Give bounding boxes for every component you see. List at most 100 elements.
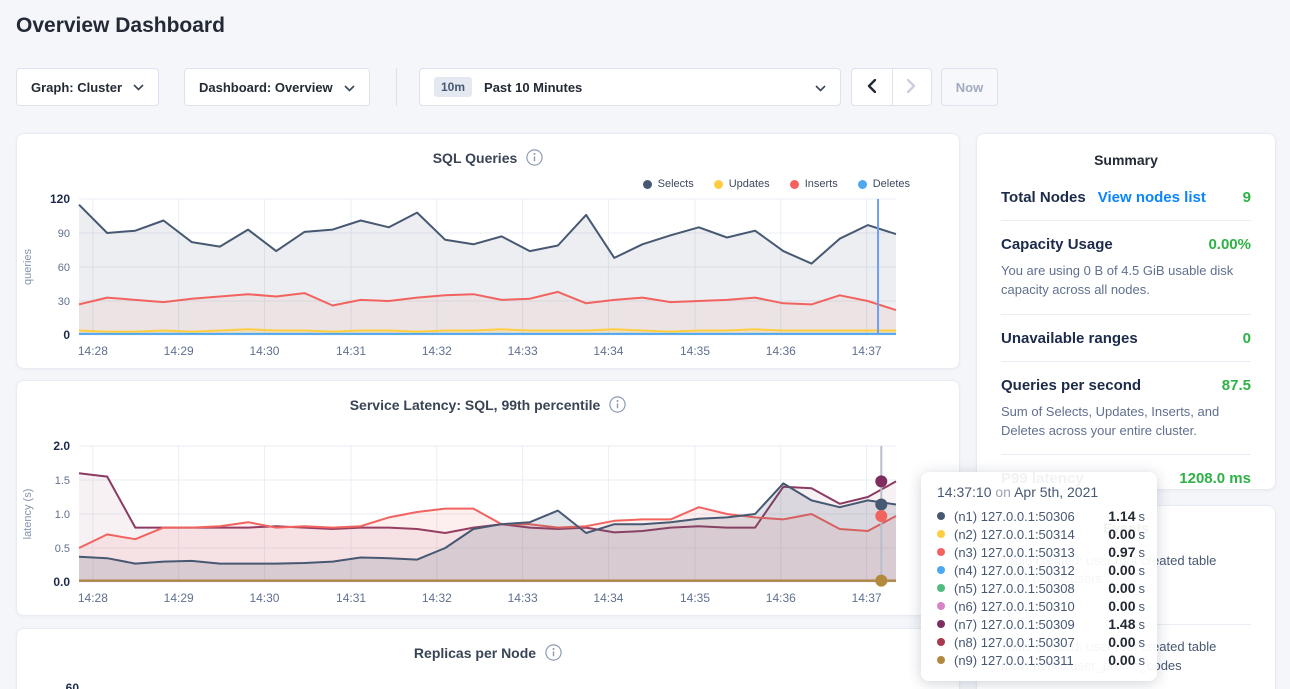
svg-text:14:31: 14:31 — [336, 591, 366, 605]
chevron-down-icon — [133, 84, 144, 91]
tooltip-node-value: 1.48 — [1108, 616, 1135, 632]
series-dot-icon — [643, 180, 652, 189]
summary-row-capacity-usage: Capacity Usage 0.00% You are using 0 B o… — [1001, 221, 1251, 315]
legend-label: Inserts — [805, 178, 838, 190]
time-range-label: Past 10 Minutes — [484, 80, 582, 95]
series-dot-icon — [937, 548, 945, 556]
tooltip-row: (n9) 127.0.0.1:503110.00s — [937, 651, 1145, 669]
tooltip-node-value: 0.00 — [1108, 634, 1135, 650]
svg-text:2.0: 2.0 — [53, 439, 70, 453]
series-dot-icon — [937, 584, 945, 592]
summary-description: You are using 0 B of 4.5 GiB usable disk… — [1001, 262, 1251, 300]
svg-text:14:37: 14:37 — [852, 344, 882, 358]
svg-text:14:28: 14:28 — [78, 344, 108, 358]
tooltip-row: (n6) 127.0.0.1:503100.00s — [937, 597, 1145, 615]
tooltip-node-label: (n1) 127.0.0.1:50306 — [954, 509, 1108, 524]
tooltip-node-unit: s — [1139, 527, 1146, 542]
series-dot-icon — [858, 180, 867, 189]
time-range-badge: 10m — [434, 77, 472, 97]
chart-title: Replicas per Node — [414, 645, 536, 661]
time-back-button[interactable] — [852, 69, 892, 105]
tooltip-row: (n8) 127.0.0.1:503070.00s — [937, 633, 1145, 651]
summary-value: 87.5 — [1222, 377, 1251, 394]
time-range-picker[interactable]: 10m Past 10 Minutes — [419, 68, 841, 106]
svg-text:14:29: 14:29 — [164, 591, 194, 605]
info-icon[interactable] — [609, 396, 626, 413]
series-dot-icon — [714, 180, 723, 189]
svg-text:1.0: 1.0 — [55, 509, 70, 521]
tooltip-node-value: 0.00 — [1108, 562, 1135, 578]
tooltip-node-label: (n7) 127.0.0.1:50309 — [954, 617, 1108, 632]
legend-item[interactable]: Selects — [643, 178, 694, 190]
svg-text:14:35: 14:35 — [680, 344, 710, 358]
svg-text:14:33: 14:33 — [508, 591, 538, 605]
tooltip-node-value: 0.00 — [1108, 598, 1135, 614]
svg-text:120: 120 — [50, 192, 70, 206]
replicas-per-node-card: Replicas per Node 60 — [16, 628, 960, 689]
time-forward-button[interactable] — [892, 69, 932, 105]
page-title: Overview Dashboard — [16, 14, 225, 38]
svg-text:14:31: 14:31 — [336, 344, 366, 358]
svg-text:0.5: 0.5 — [55, 543, 70, 555]
summary-value: 9 — [1243, 189, 1251, 206]
series-dot-icon — [937, 512, 945, 520]
tooltip-node-unit: s — [1139, 563, 1146, 578]
sql-queries-chart[interactable]: 14:2814:2914:3014:3114:3214:3314:3414:35… — [17, 191, 945, 365]
svg-text:14:36: 14:36 — [766, 591, 796, 605]
tooltip-row: (n3) 127.0.0.1:503130.97s — [937, 543, 1145, 561]
summary-title: Summary — [1001, 152, 1251, 168]
tooltip-node-unit: s — [1139, 509, 1146, 524]
svg-text:1.5: 1.5 — [55, 475, 70, 487]
summary-label: Total Nodes — [1001, 189, 1086, 206]
summary-label: Unavailable ranges — [1001, 330, 1138, 347]
replicas-ytick-partial: 60 — [57, 681, 79, 689]
summary-row-queries-per-second: Queries per second 87.5 Sum of Selects, … — [1001, 362, 1251, 456]
dashboard-dropdown-label: Dashboard: Overview — [199, 80, 333, 95]
svg-text:14:29: 14:29 — [164, 344, 194, 358]
tooltip-node-unit: s — [1139, 617, 1146, 632]
svg-text:queries: queries — [22, 248, 34, 285]
dashboard-dropdown[interactable]: Dashboard: Overview — [184, 68, 370, 106]
tooltip-date: Apr 5th, 2021 — [1014, 484, 1098, 500]
tooltip-timestamp: 14:37:10 on Apr 5th, 2021 — [937, 484, 1145, 500]
chevron-right-icon — [907, 79, 916, 96]
time-nav-group — [851, 68, 932, 106]
series-dot-icon — [790, 180, 799, 189]
sql-queries-card: SQL Queries Selects Updates Inserts Deletes… — [16, 133, 960, 369]
chart-title: Service Latency: SQL, 99th percentile — [350, 397, 601, 413]
service-latency-chart[interactable]: 14:2814:2914:3014:3114:3214:3314:3414:35… — [17, 438, 945, 612]
series-dot-icon — [937, 530, 945, 538]
summary-label: Capacity Usage — [1001, 236, 1113, 253]
now-button[interactable]: Now — [941, 68, 998, 106]
summary-value: 0 — [1243, 330, 1251, 347]
tooltip-node-label: (n2) 127.0.0.1:50314 — [954, 527, 1108, 542]
info-icon[interactable] — [545, 644, 562, 661]
chart-title: SQL Queries — [433, 150, 518, 166]
tooltip-row: (n1) 127.0.0.1:503061.14 s — [937, 507, 1145, 525]
tooltip-node-unit: s — [1139, 545, 1146, 560]
chart-hover-tooltip: 14:37:10 on Apr 5th, 2021 (n1) 127.0.0.1… — [921, 472, 1157, 681]
tooltip-on: on — [995, 484, 1011, 500]
summary-row-unavailable-ranges: Unavailable ranges 0 — [1001, 315, 1251, 362]
svg-text:latency (s): latency (s) — [22, 489, 34, 540]
tooltip-node-unit: s — [1139, 635, 1146, 650]
view-nodes-list-link[interactable]: View nodes list — [1098, 189, 1206, 206]
legend-item[interactable]: Inserts — [790, 178, 838, 190]
tooltip-node-label: (n3) 127.0.0.1:50313 — [954, 545, 1108, 560]
chevron-down-icon — [815, 80, 826, 95]
svg-text:90: 90 — [58, 228, 70, 240]
summary-row-total-nodes: Total Nodes View nodes list 9 — [1001, 174, 1251, 221]
svg-text:60: 60 — [58, 262, 70, 274]
tooltip-node-unit: s — [1139, 581, 1146, 596]
graph-dropdown[interactable]: Graph: Cluster — [16, 68, 159, 106]
legend-item[interactable]: Deletes — [858, 178, 910, 190]
svg-text:14:30: 14:30 — [249, 344, 279, 358]
svg-text:14:32: 14:32 — [422, 344, 452, 358]
legend-label: Deletes — [873, 178, 910, 190]
legend-item[interactable]: Updates — [714, 178, 770, 190]
tooltip-node-value: 1.14 — [1108, 508, 1135, 524]
tooltip-row: (n5) 127.0.0.1:503080.00s — [937, 579, 1145, 597]
info-icon[interactable] — [526, 149, 543, 166]
tooltip-node-unit: s — [1139, 653, 1146, 668]
summary-panel: Summary Total Nodes View nodes list 9 Ca… — [976, 133, 1276, 490]
